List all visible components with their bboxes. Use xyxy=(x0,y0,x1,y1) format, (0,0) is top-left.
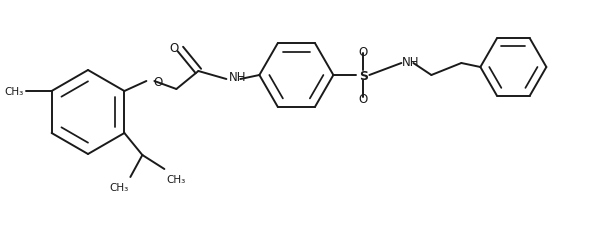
Text: CH₃: CH₃ xyxy=(166,174,185,184)
Text: O: O xyxy=(359,46,368,59)
Text: NH: NH xyxy=(402,56,420,69)
Text: O: O xyxy=(170,42,179,55)
Text: CH₃: CH₃ xyxy=(109,182,128,192)
Text: CH₃: CH₃ xyxy=(4,87,24,97)
Text: O: O xyxy=(359,93,368,106)
Text: S: S xyxy=(359,69,368,82)
Text: O: O xyxy=(153,75,163,88)
Text: NH: NH xyxy=(229,71,247,84)
